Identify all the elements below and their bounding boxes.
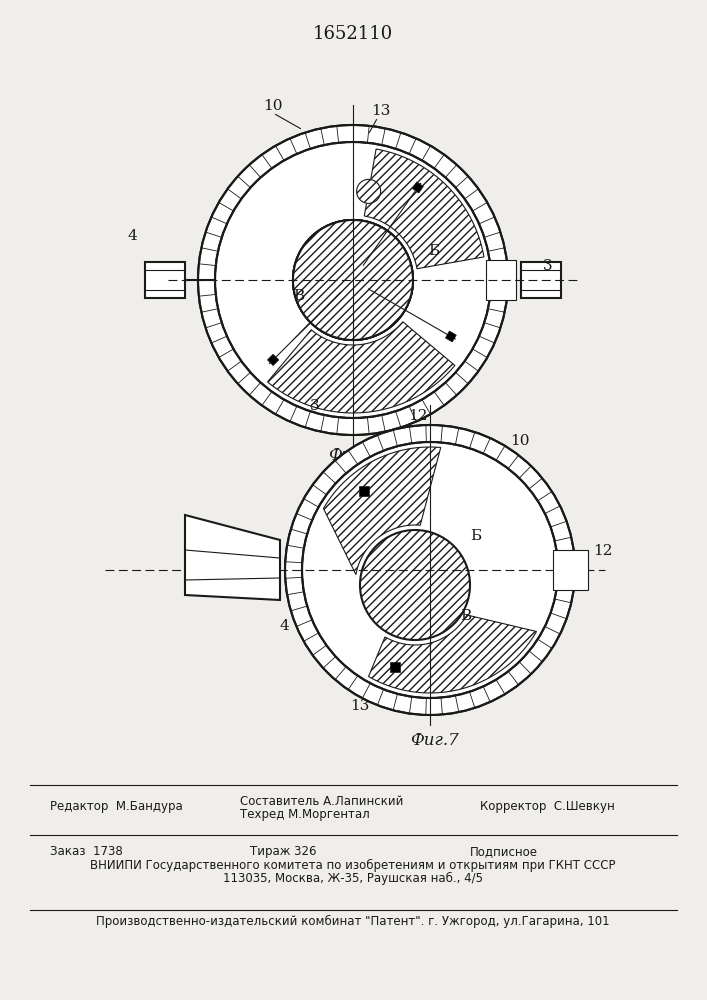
Bar [145, 262, 185, 298]
Text: Заказ  1738: Заказ 1738 [50, 845, 123, 858]
Text: 4: 4 [280, 619, 290, 633]
Text: Корректор  С.Шевкун: Корректор С.Шевкун [480, 800, 615, 813]
Polygon shape [364, 149, 484, 269]
Text: Редактор  М.Бандура: Редактор М.Бандура [50, 800, 182, 813]
Polygon shape [486, 260, 516, 300]
Text: 13: 13 [371, 104, 390, 118]
Text: 1652110: 1652110 [313, 25, 393, 43]
Bar [521, 262, 561, 298]
Circle shape [293, 220, 413, 340]
Text: 10: 10 [263, 99, 283, 113]
Text: 12: 12 [593, 544, 612, 558]
Circle shape [302, 442, 558, 698]
Polygon shape [324, 447, 440, 575]
Text: 13: 13 [350, 699, 369, 713]
Polygon shape [553, 550, 588, 590]
Text: Фиг.6: Фиг.6 [328, 447, 377, 464]
Circle shape [293, 220, 413, 340]
Circle shape [198, 125, 508, 435]
Circle shape [293, 220, 413, 340]
Text: 10: 10 [510, 434, 530, 448]
Text: В: В [460, 609, 471, 623]
Text: 4: 4 [128, 229, 138, 243]
Bar [267, 354, 279, 366]
Text: 3: 3 [543, 259, 553, 273]
Text: 12: 12 [408, 409, 428, 423]
Text: 3: 3 [310, 399, 320, 413]
Bar [390, 662, 399, 672]
Polygon shape [185, 515, 280, 600]
Text: В: В [293, 289, 304, 303]
Text: Производственно-издательский комбинат "Патент". г. Ужгород, ул.Гагарина, 101: Производственно-издательский комбинат "П… [96, 915, 610, 928]
Circle shape [285, 425, 575, 715]
Bar [412, 182, 423, 193]
Text: ВНИИПИ Государственного комитета по изобретениям и открытиям при ГКНТ СССР: ВНИИПИ Государственного комитета по изоб… [90, 859, 616, 872]
Circle shape [356, 179, 380, 203]
Circle shape [293, 220, 413, 340]
Text: Подписное: Подписное [470, 845, 538, 858]
Text: Техред М.Моргентал: Техред М.Моргентал [240, 808, 370, 821]
Polygon shape [368, 615, 537, 693]
Text: Фиг.7: Фиг.7 [410, 732, 459, 749]
Bar [358, 486, 369, 496]
Text: Составитель А.Лапинский: Составитель А.Лапинский [240, 795, 404, 808]
Text: Б: Б [428, 244, 439, 258]
Text: 113035, Москва, Ж-35, Раушская наб., 4/5: 113035, Москва, Ж-35, Раушская наб., 4/5 [223, 872, 483, 885]
Text: Тираж 326: Тираж 326 [250, 845, 317, 858]
Polygon shape [267, 322, 455, 413]
Circle shape [360, 530, 470, 640]
Bar [445, 331, 456, 342]
Text: Б: Б [470, 529, 481, 543]
Circle shape [215, 142, 491, 418]
